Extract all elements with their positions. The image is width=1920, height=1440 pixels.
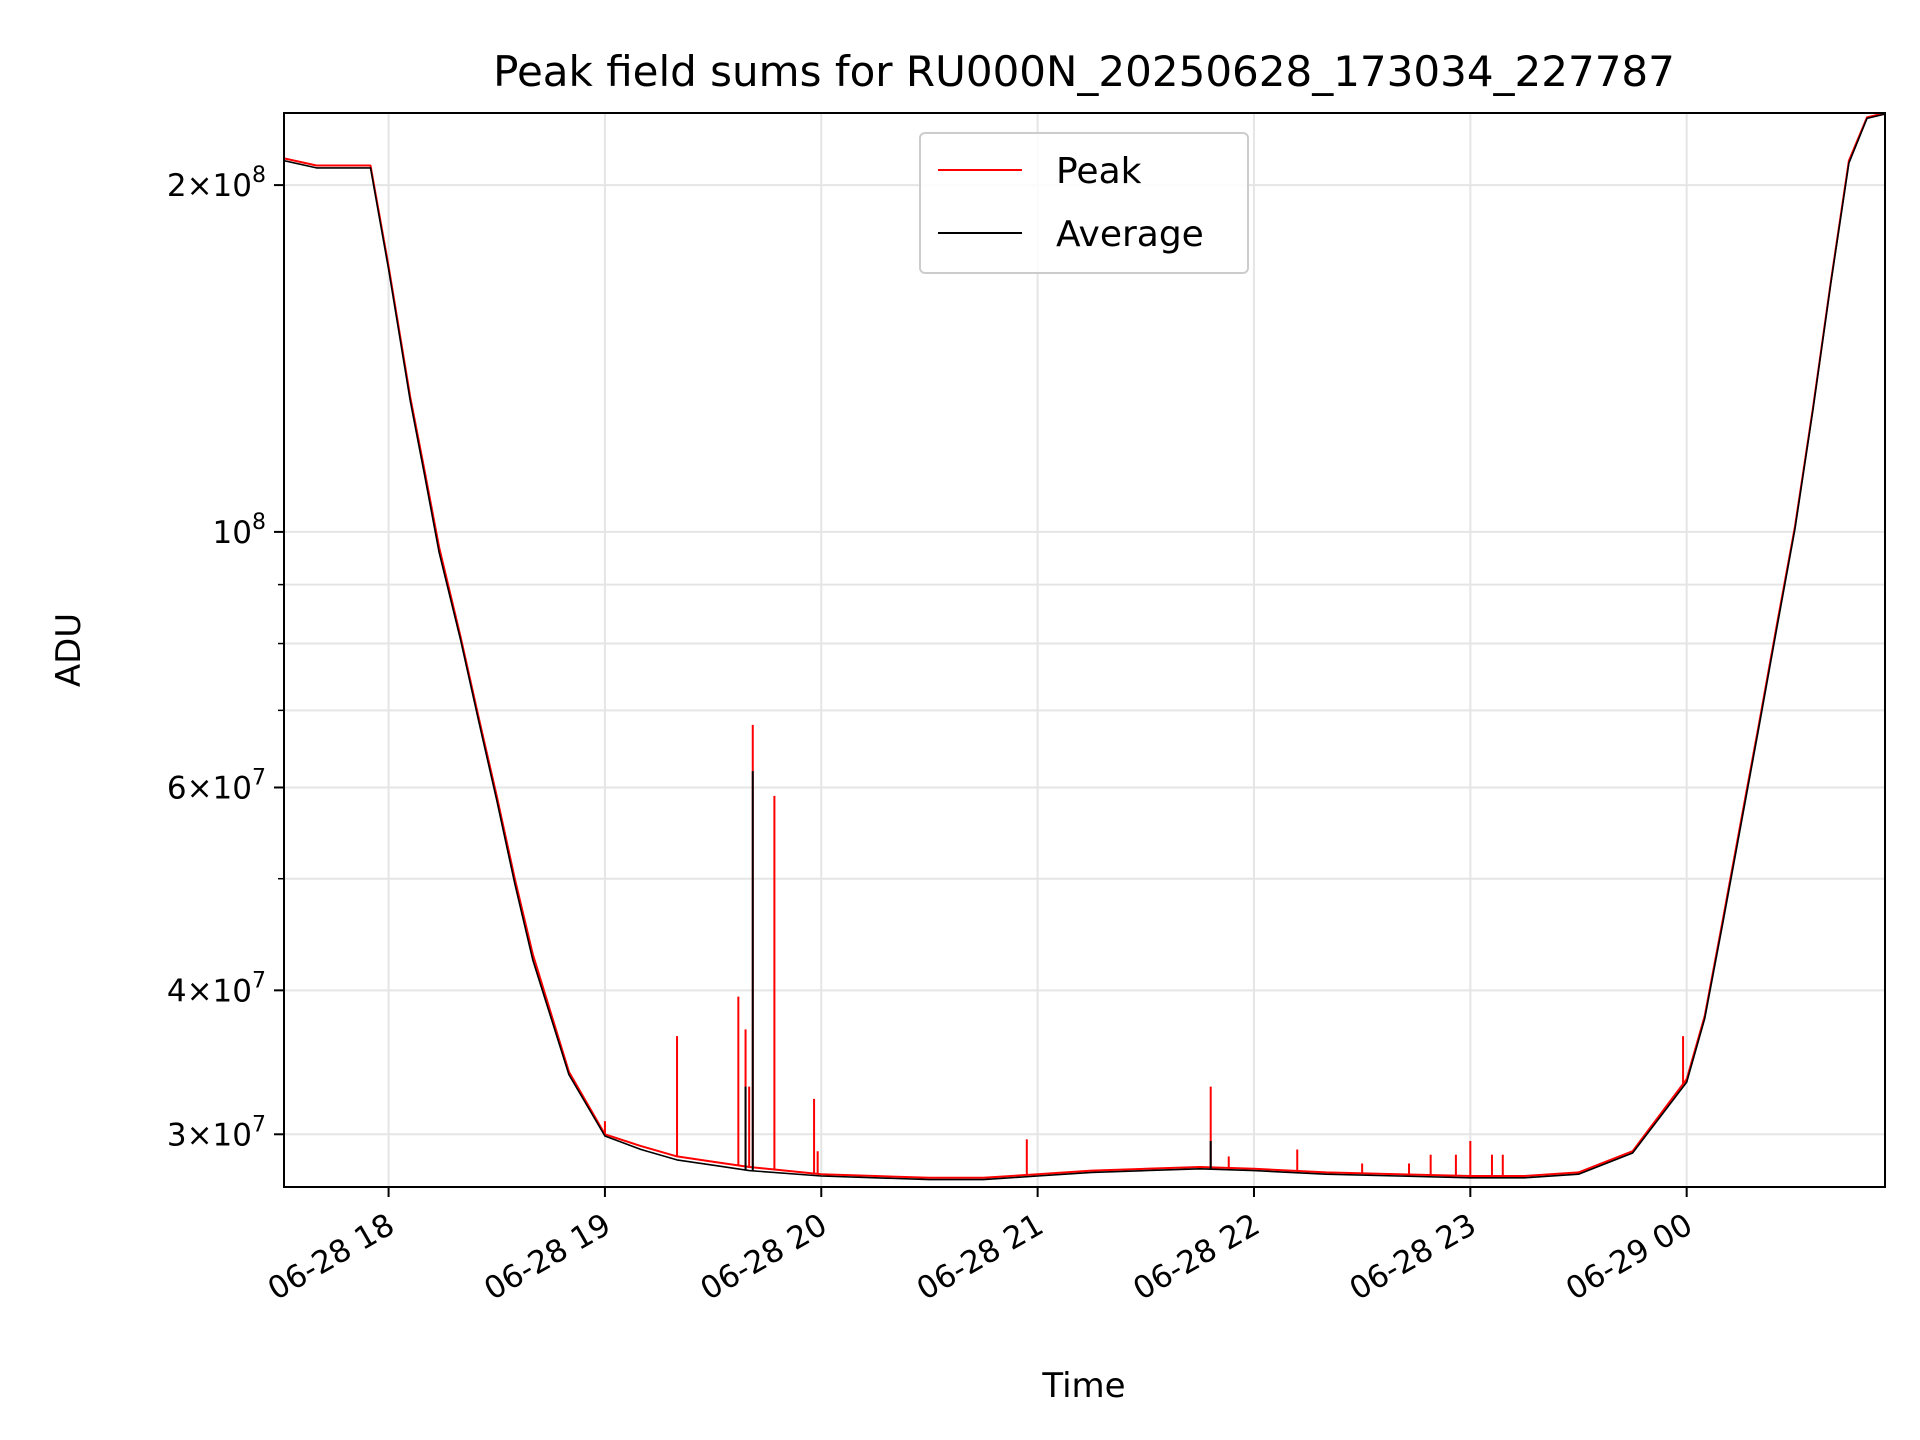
legend-box — [919, 132, 1249, 274]
y-axis: 3×107 4×107 6×107 108 2×108 — [167, 163, 284, 1153]
y-tick-label: 108 — [213, 510, 266, 551]
legend-label-average: Average — [1056, 214, 1204, 255]
y-tick-label: 6×107 — [167, 765, 266, 806]
y-tick-label: 3×107 — [167, 1112, 266, 1153]
series-layer — [284, 113, 1885, 1181]
y-tick-label: 4×107 — [167, 968, 266, 1009]
legend-label-peak: Peak — [1056, 151, 1142, 192]
x-axis-label: Time — [1041, 1366, 1125, 1406]
chart-title: Peak field sums for RU000N_20250628_1730… — [493, 47, 1675, 96]
y-tick-label: 2×108 — [167, 163, 266, 204]
legend: Peak Average — [919, 132, 1249, 274]
series-line-average — [284, 113, 1885, 1181]
grid — [284, 113, 1885, 1187]
plot-frame — [283, 112, 1886, 1188]
y-axis-label: ADU — [49, 613, 89, 687]
